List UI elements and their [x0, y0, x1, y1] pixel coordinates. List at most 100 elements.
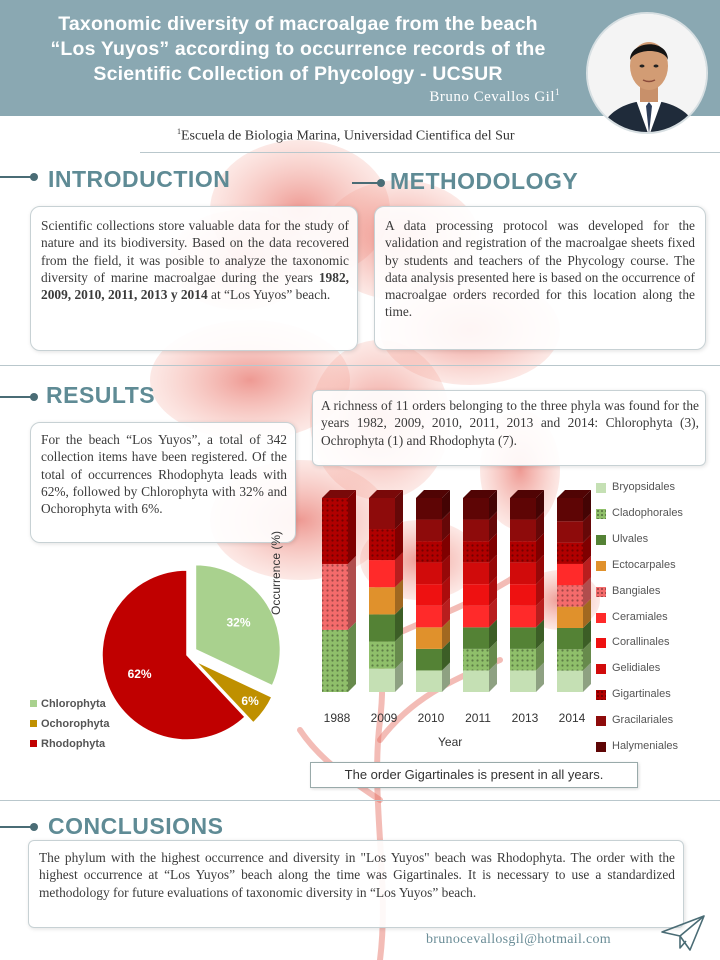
bar-segment-side-halymeniales-2014 [583, 490, 591, 522]
bar-segment-halymeniales-2013 [510, 498, 536, 520]
x-tick-label-2010: 2010 [418, 711, 445, 725]
bar-legend-label: Ectocarpales [612, 558, 676, 571]
poster-title: Taxonomic diversity of macroalgae from t… [14, 12, 582, 87]
bar-top-2009 [369, 490, 403, 498]
bar-segment-bangiales-1988 [322, 563, 348, 630]
bar-segment-gelidiales-2011 [463, 562, 489, 585]
bar-segment-side-gracilariales-2014 [583, 513, 591, 543]
bar-segment-side-ectocarpales-2009 [395, 579, 403, 615]
bar-legend-swatch [596, 638, 606, 649]
results-richness-box: A richness of 11 orders belonging to the… [312, 390, 706, 466]
bar-segment-side-cladophorales-2014 [583, 641, 591, 671]
pie-legend-label: Ochorophyta [41, 718, 110, 730]
bar-segment-gigartinales-2011 [463, 541, 489, 563]
bar-segment-side-gigartinales-2010 [442, 533, 450, 563]
pie-slice-chlorophyta [194, 563, 282, 687]
bar-segment-side-bryopsidales-2010 [442, 662, 450, 692]
bar-segment-side-bangiales-2014 [583, 577, 591, 607]
bar-segment-side-bryopsidales-2011 [489, 662, 497, 692]
bar-segment-bryopsidales-2013 [510, 670, 536, 692]
bar-top-2014 [557, 490, 591, 498]
bar-segment-side-ceramiales-2010 [442, 597, 450, 628]
bar-segment-halymeniales-2014 [557, 498, 583, 522]
affiliation: 1Escuela de Biologia Marina, Universidad… [177, 127, 515, 144]
bar-segment-ceramiales-2009 [369, 560, 395, 588]
bar-segment-ectocarpales-2009 [369, 587, 395, 615]
bar-segment-corallinales-2010 [416, 584, 442, 606]
conclusions-heading-dot [30, 823, 38, 831]
bar-segment-side-gracilariales-2013 [536, 511, 544, 542]
bar-segment-side-gelidiales-2011 [489, 554, 497, 585]
bar-segment-gigartinales-2010 [416, 541, 442, 563]
bar-legend-halymeniales: Halymeniales [596, 740, 679, 752]
bar-legend-gracilariales: Gracilariales [596, 714, 673, 727]
bar-segment-side-cladophorales-2011 [489, 640, 497, 671]
bar-segment-side-corallinales-2011 [489, 576, 497, 606]
bar-segment-side-halymeniales-2010 [442, 490, 450, 520]
bar-segment-side-corallinales-2013 [536, 576, 544, 606]
bar-segment-side-bangiales-1988 [348, 555, 356, 630]
methodology-heading: METHODOLOGY [390, 168, 579, 194]
pie-legend-label: Chlorophyta [41, 698, 106, 710]
bar-legend-label: Ulvales [612, 532, 649, 545]
bar-legend-bangiales: Bangiales [596, 584, 661, 597]
bar-segment-side-bryopsidales-2013 [536, 662, 544, 692]
bar-segment-bangiales-2014 [557, 585, 583, 607]
gigartinales-note: The order Gigartinales is present in all… [310, 762, 638, 788]
bar-segment-side-ceramiales-2009 [395, 552, 403, 588]
results-heading-dot [30, 393, 38, 401]
x-tick-label-2009: 2009 [371, 711, 398, 725]
bar-segment-corallinales-2013 [510, 584, 536, 606]
bar-legend-label: Gelidiales [612, 662, 661, 675]
bar-segment-side-cladophorales-2009 [395, 633, 403, 669]
bar-legend-label: Bangiales [612, 584, 661, 597]
bar-legend-swatch [596, 534, 606, 545]
bar-segment-side-ulvales-2011 [489, 619, 497, 649]
introduction-text: Scientific collections store valuable da… [41, 218, 349, 303]
bar-legend-swatch [596, 586, 606, 597]
phylum-pie-chart: 32% 6% 62% [101, 563, 282, 741]
bar-segment-ceramiales-2013 [510, 605, 536, 628]
section-divider-2 [0, 800, 720, 801]
bar-segment-side-gelidiales-2010 [442, 554, 450, 585]
bar-segment-side-gigartinales-2009 [395, 521, 403, 561]
bar-segment-ulvales-2009 [369, 614, 395, 642]
bar-segment-halymeniales-2011 [463, 498, 489, 520]
x-tick-label-2013: 2013 [512, 711, 539, 725]
title-line-3: Scientific Collection of Phycology - UCS… [93, 63, 503, 85]
bar-segment-bryopsidales-2010 [416, 670, 442, 692]
title-line-1: Taxonomic diversity of macroalgae from t… [58, 13, 538, 35]
bar-legend-label: Corallinales [612, 636, 670, 649]
bar-legend-label: Halymeniales [612, 740, 679, 752]
bar-segment-side-bryopsidales-2014 [583, 662, 591, 692]
bar-segment-gracilariales-2014 [557, 521, 583, 543]
bar-legend-ceramiales: Ceramiales [596, 611, 668, 623]
results-summary-text: For the beach “Los Yuyos”, a total of 34… [41, 432, 287, 517]
bar-segment-corallinales-2011 [463, 584, 489, 606]
bar-segment-side-gracilariales-2009 [395, 490, 403, 530]
methodology-box: A data processing protocol was developed… [374, 206, 706, 350]
bar-legend-swatch [596, 612, 606, 623]
bar-segment-ulvales-2014 [557, 627, 583, 650]
pie-slice-ochorophyta [194, 660, 273, 724]
results-heading: RESULTS [46, 382, 156, 408]
results-heading-line [0, 396, 32, 398]
bar-segment-gracilariales-2013 [510, 519, 536, 542]
conclusions-heading: CONCLUSIONS [48, 813, 224, 839]
bar-segment-gigartinales-2013 [510, 541, 536, 563]
bar-segment-ulvales-2013 [510, 627, 536, 649]
bar-segment-side-cladophorales-2013 [536, 640, 544, 671]
x-tick-label-2014: 2014 [559, 711, 586, 725]
bar-segment-ectocarpales-2014 [557, 606, 583, 628]
results-richness-text: A richness of 11 orders belonging to the… [321, 398, 699, 448]
bar-top-1988 [322, 490, 356, 498]
pie-legend-swatch [30, 720, 37, 727]
pie-legend-swatch [30, 740, 37, 747]
bar-segment-cladophorales-2013 [510, 648, 536, 671]
bar-segment-side-ulvales-2013 [536, 619, 544, 649]
pie-legend-rhodophyta: Rhodophyta [30, 738, 105, 750]
bar-segment-side-ulvales-2009 [395, 606, 403, 642]
bar-segment-gracilariales-2011 [463, 519, 489, 542]
contact-email[interactable]: brunocevallosgil@hotmail.com [426, 932, 611, 947]
bar-top-2010 [416, 490, 450, 498]
